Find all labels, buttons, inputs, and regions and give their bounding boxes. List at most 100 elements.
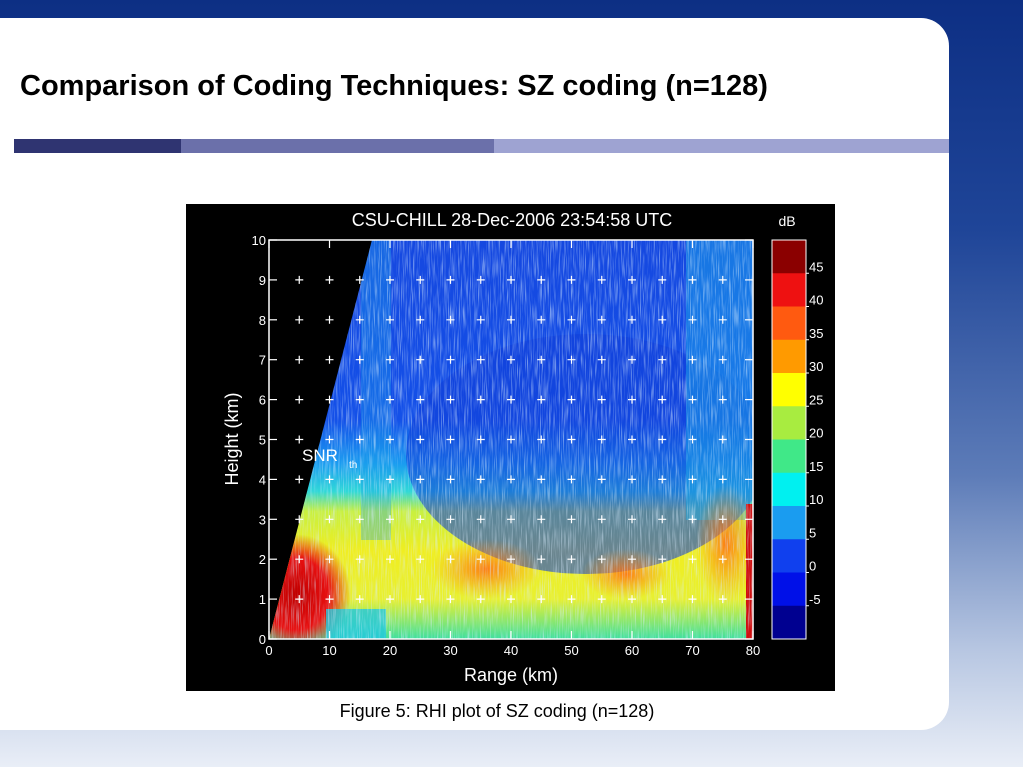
grid-plus-marker [537, 475, 546, 484]
grid-plus-marker [507, 595, 515, 604]
grid-plus-marker [567, 555, 576, 564]
snr-annotation: SNR [302, 446, 338, 465]
grid-plus-marker [355, 595, 364, 604]
grid-plus-marker [537, 355, 546, 364]
grid-plus-marker [325, 595, 334, 604]
grid-plus-marker [295, 595, 304, 604]
y-tick-label: 2 [259, 552, 266, 567]
grid-plus-marker [355, 395, 364, 404]
y-tick-label: 4 [259, 472, 266, 487]
y-tick-label: 0 [259, 632, 266, 647]
grid-plus-marker [507, 315, 515, 324]
slide-title: Comparison of Coding Techniques: SZ codi… [20, 70, 768, 102]
grid-plus-marker [597, 315, 606, 324]
grid-plus-marker [507, 555, 515, 564]
grid-plus-marker [325, 515, 334, 524]
grid-plus-marker [416, 275, 425, 284]
colorbar-tick-label: 30 [809, 359, 823, 374]
colorbar-swatch [772, 406, 806, 440]
grid-plus-marker [416, 595, 425, 604]
grid-plus-marker [537, 275, 546, 284]
grid-plus-marker [446, 355, 455, 364]
grid-plus-marker [597, 355, 606, 364]
y-tick-label: 3 [259, 512, 266, 527]
grid-plus-marker [628, 595, 636, 604]
y-tick-label: 1 [259, 592, 266, 607]
grid-plus-marker [567, 355, 576, 364]
grid-plus-marker [386, 435, 394, 444]
grid-plus-marker [476, 275, 485, 284]
grid-plus-marker [688, 475, 697, 484]
x-tick-label: 60 [625, 643, 639, 658]
y-tick-label: 9 [259, 273, 266, 288]
colorbar-swatch [772, 572, 806, 607]
grid-plus-marker [476, 555, 485, 564]
colorbar-swatch [772, 439, 806, 474]
x-axis-label: Range (km) [464, 665, 558, 685]
grid-plus-marker [658, 595, 667, 604]
grid-plus-marker [688, 315, 697, 324]
colorbar: 45 40 35 30 25 20 15 10 5 0 -5 [771, 239, 823, 640]
colorbar-swatch [772, 306, 806, 341]
grid-plus-marker [446, 435, 455, 444]
grid-plus-marker [718, 315, 727, 324]
x-tick-label: 50 [564, 643, 578, 658]
colorbar-swatch [772, 539, 806, 573]
grid-plus-marker [446, 595, 455, 604]
grid-plus-marker [537, 515, 546, 524]
x-tick-label: 80 [746, 643, 760, 658]
grid-plus-marker [355, 475, 364, 484]
grid-plus-marker [416, 475, 425, 484]
grid-plus-marker [446, 315, 455, 324]
title-rule-light [494, 139, 949, 153]
grid-plus-marker [295, 435, 304, 444]
grid-plus-marker [718, 395, 727, 404]
grid-plus-marker [628, 555, 636, 564]
grid-plus-marker [446, 275, 455, 284]
grid-plus-marker [446, 555, 455, 564]
grid-plus-marker [507, 395, 515, 404]
colorbar-tick-label: 10 [809, 492, 823, 507]
colorbar-swatch [772, 240, 806, 274]
y-tick-label: 6 [259, 393, 266, 408]
grid-plus-marker [295, 315, 304, 324]
grid-plus-marker [295, 275, 304, 284]
grid-plus-marker [476, 315, 485, 324]
y-tick-label: 7 [259, 353, 266, 368]
grid-plus-marker [658, 475, 667, 484]
grid-plus-marker [386, 315, 394, 324]
grid-plus-marker [567, 595, 576, 604]
title-rule-dark [14, 139, 181, 153]
grid-plus-marker [507, 355, 515, 364]
slide-panel: Comparison of Coding Techniques: SZ codi… [0, 18, 949, 730]
grid-plus-marker [718, 275, 727, 284]
x-tick-label: 20 [383, 643, 397, 658]
grid-plus-marker [658, 315, 667, 324]
grid-plus-marker [355, 275, 364, 284]
grid-plus-marker [688, 555, 697, 564]
snr-annotation-subscript: th [349, 460, 357, 471]
grid-plus-marker [476, 595, 485, 604]
grid-plus-marker [325, 475, 334, 484]
colorbar-swatch [772, 273, 806, 307]
grid-plus-marker [567, 275, 576, 284]
colorbar-tick-label: 15 [809, 459, 823, 474]
grid-plus-marker [325, 355, 334, 364]
grid-plus-marker [597, 515, 606, 524]
grid-plus-marker [688, 595, 697, 604]
grid-plus-marker [355, 355, 364, 364]
grid-plus-marker [658, 355, 667, 364]
grid-plus-marker [537, 555, 546, 564]
grid-plus-marker [628, 315, 636, 324]
grid-plus-marker [507, 475, 515, 484]
grid-plus-marker [295, 515, 304, 524]
grid-plus-marker [537, 315, 546, 324]
grid-plus-marker [416, 435, 425, 444]
grid-plus-marker [537, 595, 546, 604]
x-tick-label: 40 [504, 643, 518, 658]
colorbar-unit: dB [778, 213, 795, 229]
y-axis-label: Height (km) [222, 392, 242, 485]
y-tick-label: 8 [259, 313, 266, 328]
grid-plus-marker [597, 475, 606, 484]
grid-plus-marker [688, 435, 697, 444]
